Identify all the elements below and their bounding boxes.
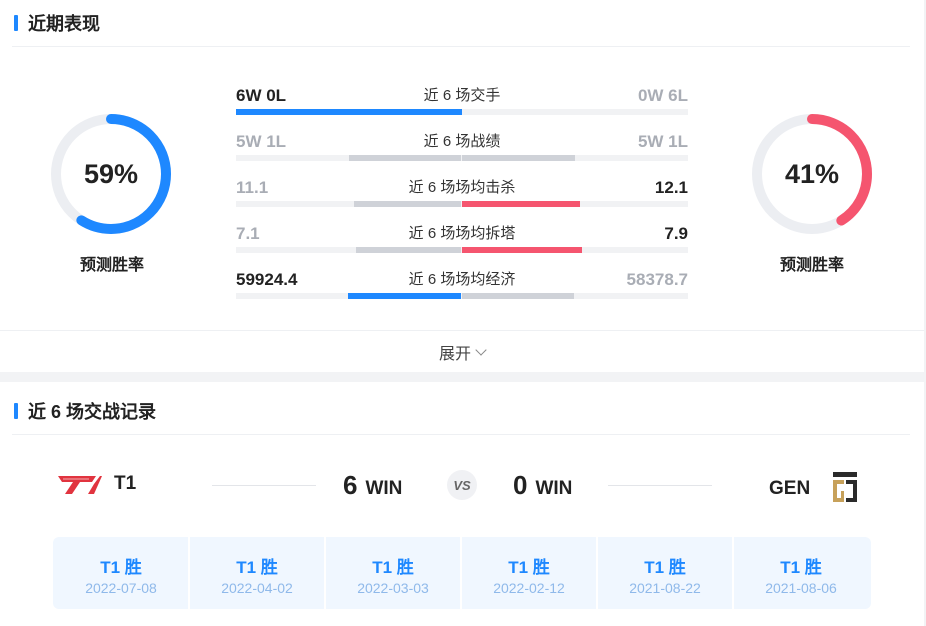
left-ring-arc <box>51 114 171 234</box>
stat-left-value: 6W 0L <box>236 86 287 105</box>
left-score: 6 WIN <box>343 470 402 501</box>
stat-label: 近 6 场场均击杀 <box>408 179 516 196</box>
match-item[interactable]: T1 胜 2021-08-22 <box>597 537 734 609</box>
recent-performance-card: 近期表现 59% 预测胜率 41% 预测胜率 6W 0L 近 6 场交手 0W … <box>0 0 924 372</box>
stat-left-value: 5W 1L <box>236 132 287 151</box>
stat-right-bar <box>462 293 574 299</box>
match-item[interactable]: T1 胜 2022-07-08 <box>53 537 190 609</box>
stat-track <box>236 109 688 115</box>
section-title-h2h: 近 6 场交战记录 <box>14 400 156 422</box>
stat-left-value: 7.1 <box>236 224 260 243</box>
match-result: T1 胜 <box>508 558 550 577</box>
match-separator <box>732 537 734 609</box>
stat-row-towers: 7.1 近 6 场场均拆塔 7.9 <box>236 224 688 254</box>
right-win-ring: 41% <box>751 113 873 235</box>
team-right[interactable]: GEN <box>769 472 860 506</box>
stat-row-record: 5W 1L 近 6 场战绩 5W 1L <box>236 132 688 162</box>
divider <box>12 434 910 435</box>
stat-left-bar <box>354 201 461 207</box>
stat-left-bar <box>356 247 461 253</box>
match-date: 2022-04-02 <box>221 580 293 596</box>
right-win-label: WIN <box>535 478 573 499</box>
stat-right-bar <box>462 201 580 207</box>
divider <box>12 46 910 47</box>
stat-right-value: 7.9 <box>664 224 688 243</box>
match-result: T1 胜 <box>100 558 142 577</box>
expand-label: 展开 <box>438 345 471 363</box>
match-date: 2022-02-12 <box>493 580 565 596</box>
match-item[interactable]: T1 胜 2022-04-02 <box>189 537 326 609</box>
title-marker <box>14 15 18 31</box>
section-title-text: 近 6 场交战记录 <box>28 402 157 422</box>
stat-row-gold: 59924.4 近 6 场场均经济 58378.7 <box>236 270 688 300</box>
match-list: T1 胜 2022-07-08 T1 胜 2022-04-02 T1 胜 202… <box>53 537 871 609</box>
stat-right-value: 12.1 <box>654 178 688 197</box>
gen-g-logo-icon <box>833 472 858 502</box>
match-item[interactable]: T1 胜 2022-02-12 <box>461 537 598 609</box>
title-marker <box>14 403 18 419</box>
stat-label: 近 6 场场均经济 <box>408 271 516 288</box>
right-score: 0 WIN <box>513 470 572 501</box>
left-win-pct: 59% <box>83 158 139 189</box>
team-right-name: GEN <box>769 478 811 499</box>
match-item[interactable]: T1 胜 2022-03-03 <box>325 537 462 609</box>
team-left[interactable]: T1 <box>56 472 136 496</box>
match-date: 2021-08-22 <box>629 580 701 596</box>
h2h-record-card: 近 6 场交战记录 T1 6 WIN VS 0 WIN GEN T1 胜 202… <box>0 382 924 626</box>
left-win-ring: 59% <box>50 113 172 235</box>
stat-label: 近 6 场战绩 <box>423 133 501 150</box>
stat-label: 近 6 场交手 <box>423 87 501 104</box>
left-win-label: WIN <box>365 478 403 499</box>
match-result: T1 胜 <box>644 558 686 577</box>
right-ring-arc <box>752 114 872 234</box>
stat-right-value: 58378.7 <box>626 270 688 289</box>
stat-right-value: 0W 6L <box>637 86 688 105</box>
match-result: T1 胜 <box>236 558 278 577</box>
stat-left-value: 11.1 <box>236 178 269 197</box>
match-result: T1 胜 <box>372 558 414 577</box>
stat-row-kills: 11.1 近 6 场场均击杀 12.1 <box>236 178 688 208</box>
match-separator <box>188 537 190 609</box>
section-title-recent: 近期表现 <box>14 12 100 34</box>
t1-logo-icon <box>58 476 102 494</box>
match-date: 2022-03-03 <box>357 580 429 596</box>
right-wins: 0 <box>513 470 528 500</box>
right-win-label: 预测胜率 <box>779 257 844 274</box>
connector-line <box>212 485 316 486</box>
left-win-label: 预测胜率 <box>79 257 144 274</box>
section-title-text: 近期表现 <box>28 14 100 34</box>
stat-row-h2h: 6W 0L 近 6 场交手 0W 6L <box>236 86 688 116</box>
chevron-down-icon <box>475 343 487 356</box>
stat-left-bar <box>348 293 461 299</box>
match-date: 2022-07-08 <box>85 580 157 596</box>
match-date: 2021-08-06 <box>765 580 837 596</box>
match-separator <box>596 537 598 609</box>
vs-badge: VS <box>447 470 477 500</box>
expand-button[interactable]: 展开 <box>0 330 924 372</box>
match-separator <box>460 537 462 609</box>
stat-right-value: 5W 1L <box>637 132 688 151</box>
stat-left-value: 59924.4 <box>236 270 298 289</box>
connector-line <box>608 485 712 486</box>
match-item[interactable]: T1 胜 2021-08-06 <box>733 537 869 609</box>
stat-right-bar <box>462 247 582 253</box>
left-wins: 6 <box>343 470 358 500</box>
match-result: T1 胜 <box>780 558 822 577</box>
team-left-name: T1 <box>114 473 137 494</box>
match-separator <box>324 537 326 609</box>
stat-left-bar <box>349 155 461 161</box>
stat-label: 近 6 场场均拆塔 <box>408 225 516 242</box>
right-win-pct: 41% <box>784 158 840 189</box>
stat-left-bar <box>236 109 462 115</box>
stat-right-bar <box>462 155 575 161</box>
